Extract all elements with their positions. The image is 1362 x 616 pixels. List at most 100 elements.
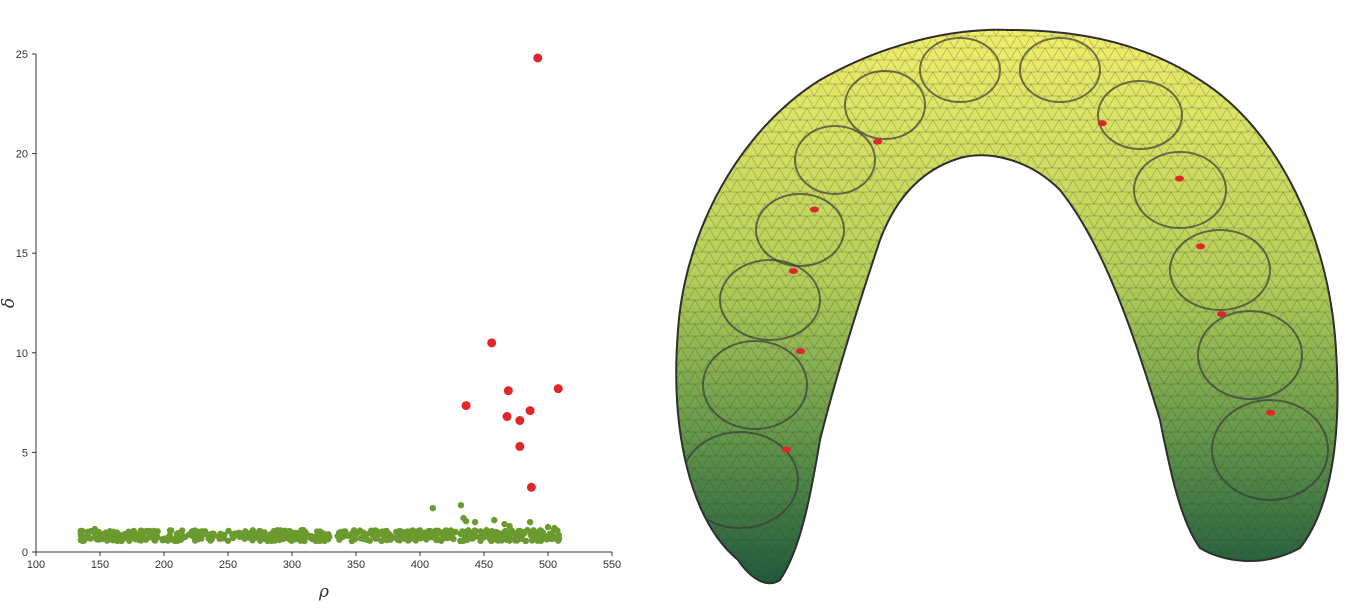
- landmark-marker: [788, 268, 798, 275]
- data-point: [460, 531, 468, 539]
- data-point: [406, 528, 413, 536]
- data-point: [457, 501, 465, 509]
- data-point: [522, 537, 529, 545]
- x-ticks: 100 150 200 250 300 350 400 450 500 550: [27, 552, 621, 571]
- x-axis-label: ρ: [318, 582, 329, 602]
- data-point: [414, 534, 421, 542]
- cluster-center-point: [553, 384, 563, 394]
- y-axis-label: δ: [0, 298, 19, 308]
- data-point: [224, 537, 232, 544]
- x-tick-label: 250: [219, 559, 237, 571]
- decision-graph-chart: 100 150 200 250 300 350 400 450 500 550 0 5 10 15 20 2…: [0, 49, 621, 602]
- data-point: [457, 537, 464, 545]
- y-tick-label: 20: [16, 149, 28, 161]
- data-point: [301, 532, 308, 540]
- data-point: [261, 535, 268, 542]
- data-point: [530, 527, 537, 534]
- data-point: [434, 530, 441, 538]
- data-point: [513, 535, 521, 542]
- data-point: [286, 527, 293, 535]
- data-point: [316, 529, 324, 536]
- data-point: [279, 535, 286, 542]
- data-point: [504, 529, 512, 537]
- data-point: [361, 531, 368, 539]
- cluster-center-point: [515, 416, 525, 426]
- landmark-marker: [795, 348, 805, 355]
- data-point: [176, 533, 184, 541]
- data-point: [497, 536, 504, 543]
- data-point: [515, 528, 522, 535]
- x-tick-label: 550: [603, 559, 621, 571]
- data-point: [444, 534, 451, 542]
- plot-axes: [35, 54, 612, 553]
- x-tick-label: 350: [347, 559, 365, 571]
- data-point: [396, 531, 403, 538]
- data-point: [495, 530, 502, 537]
- cluster-center-point: [526, 482, 536, 492]
- x-tick-label: 100: [27, 559, 45, 571]
- data-point: [191, 537, 199, 544]
- data-point: [356, 527, 364, 534]
- data-point: [315, 535, 323, 542]
- data-point: [471, 518, 479, 526]
- data-point: [104, 533, 111, 540]
- y-ticks: 0 5 10 15 20 25: [16, 49, 36, 559]
- data-point: [77, 536, 85, 544]
- data-point: [137, 533, 144, 540]
- data-point: [166, 527, 174, 534]
- data-point: [99, 535, 106, 543]
- data-point: [261, 529, 268, 536]
- arch-surface: [675, 28, 1339, 585]
- cluster-center-point: [502, 412, 512, 422]
- data-point: [116, 531, 123, 539]
- landmark-marker: [1174, 175, 1184, 182]
- data-point: [217, 530, 224, 537]
- data-point: [551, 524, 558, 532]
- data-point: [77, 532, 85, 539]
- data-point: [126, 533, 134, 540]
- data-point: [414, 528, 421, 535]
- x-tick-label: 150: [91, 559, 109, 571]
- data-point: [247, 533, 255, 541]
- data-point: [526, 518, 534, 526]
- cluster-center-point: [533, 53, 543, 63]
- data-point: [471, 533, 478, 540]
- data-point: [491, 516, 498, 524]
- data-point: [201, 528, 209, 535]
- data-point: [462, 517, 470, 525]
- data-point: [366, 537, 374, 544]
- cluster-center-point: [503, 386, 513, 396]
- cluster-center-points: [461, 53, 563, 492]
- data-point: [334, 532, 341, 540]
- data-point: [237, 530, 245, 538]
- y-tick-label: 5: [22, 447, 28, 459]
- data-point: [503, 536, 510, 543]
- y-tick-label: 10: [16, 348, 28, 360]
- y-tick-label: 15: [16, 248, 28, 260]
- data-point: [477, 528, 484, 535]
- data-point: [287, 534, 294, 541]
- landmark-marker: [1097, 120, 1107, 127]
- data-point: [118, 536, 125, 544]
- x-tick-label: 400: [411, 559, 429, 571]
- cluster-center-point: [525, 406, 535, 416]
- y-tick-label: 25: [16, 49, 28, 61]
- landmark-markers: [781, 120, 1276, 453]
- data-point: [146, 527, 154, 535]
- data-point: [549, 535, 556, 543]
- cluster-center-point: [461, 401, 471, 411]
- data-point: [190, 529, 198, 536]
- data-point: [433, 536, 440, 544]
- data-point: [373, 527, 380, 535]
- data-point: [271, 531, 278, 538]
- data-point: [92, 532, 99, 539]
- landmark-marker: [1217, 311, 1227, 318]
- dental-arch-mesh: [675, 28, 1339, 585]
- data-point: [488, 536, 495, 543]
- data-point: [87, 535, 94, 542]
- data-point: [350, 527, 358, 534]
- data-point: [501, 520, 508, 528]
- data-point: [386, 534, 393, 542]
- data-points: [77, 501, 563, 545]
- x-tick-label: 500: [539, 559, 557, 571]
